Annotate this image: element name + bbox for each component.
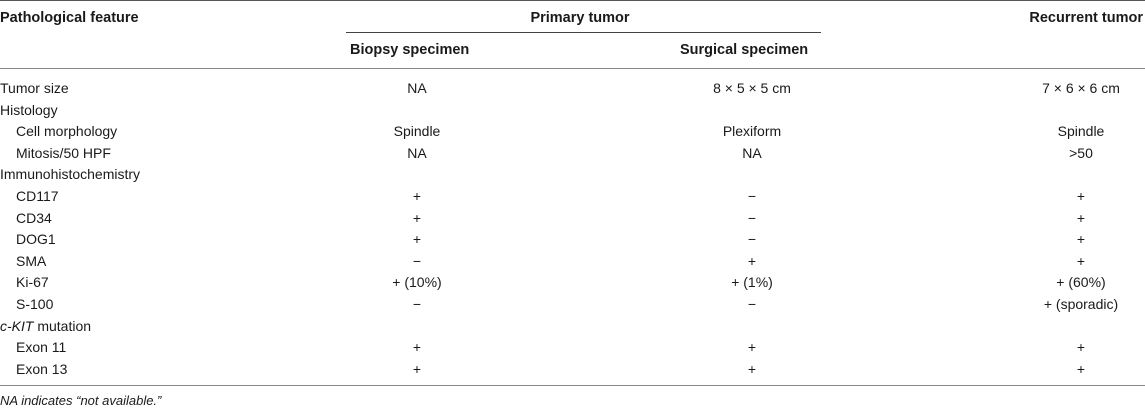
- table-bottom-rule: [0, 385, 1145, 386]
- cell-surgical: −: [747, 209, 757, 226]
- cell-recurrent: +: [1076, 209, 1086, 226]
- cell-surgical: −: [747, 188, 757, 204]
- header-surgical-specimen: Surgical specimen: [680, 42, 809, 58]
- cell-recurrent: Spindle: [1057, 123, 1105, 140]
- table-row: Cell morphology Spindle Plexiform Spindle: [0, 123, 1145, 144]
- cell-recurrent: + (sporadic): [1043, 296, 1119, 312]
- row-label: Cell morphology: [16, 123, 118, 140]
- cell-surgical: −: [747, 296, 757, 312]
- row-label: Mitosis/50 HPF: [16, 144, 111, 161]
- cell-recurrent: >50: [1069, 144, 1093, 161]
- row-label: CD117: [16, 188, 59, 204]
- table-row: CD117 + − +: [0, 188, 1145, 209]
- row-label: Tumor size: [0, 80, 69, 96]
- cell-biopsy: −: [412, 296, 422, 312]
- row-label: Exon 11: [16, 339, 67, 356]
- table-row: c-KIT mutation: [0, 318, 1145, 339]
- table-row: Ki-67 + (10%) + (1%) + (60%): [0, 274, 1145, 295]
- table-row: Tumor size NA 8 × 5 × 5 cm 7 × 6 × 6 cm: [0, 80, 1145, 101]
- cell-biopsy: NA: [407, 144, 427, 161]
- cell-biopsy: +: [412, 231, 422, 248]
- cell-surgical: +: [747, 360, 757, 377]
- cell-recurrent: 7 × 6 × 6 cm: [1042, 80, 1120, 96]
- cell-surgical: 8 × 5 × 5 cm: [713, 80, 791, 96]
- row-label: Histology: [0, 101, 58, 118]
- table-footnote: NA indicates “not available.”: [0, 393, 162, 408]
- table-row: SMA − + +: [0, 253, 1145, 274]
- table-row: Mitosis/50 HPF NA NA >50: [0, 145, 1145, 166]
- row-label: Immunohistochemistry: [0, 166, 141, 183]
- table-row: DOG1 + − +: [0, 231, 1145, 252]
- cell-recurrent: +: [1076, 231, 1086, 248]
- cell-surgical: + (1%): [731, 274, 773, 291]
- cell-biopsy: −: [412, 252, 422, 269]
- cell-surgical: NA: [742, 144, 762, 161]
- cell-recurrent: + (60%): [1056, 274, 1106, 291]
- table-row: Exon 11 + + +: [0, 339, 1145, 360]
- row-label: DOG1: [16, 231, 56, 248]
- cell-biopsy: +: [412, 339, 422, 356]
- table-row: CD34 + − +: [0, 210, 1145, 231]
- row-label: S-100: [16, 296, 54, 312]
- header-pathological-feature: Pathological feature: [0, 10, 139, 26]
- header-bottom-rule: [0, 68, 1145, 69]
- table-row: Exon 13 + + +: [0, 361, 1145, 382]
- cell-biopsy: +: [412, 188, 422, 204]
- row-label: Ki-67: [16, 274, 49, 291]
- table-row: Histology: [0, 102, 1145, 123]
- cell-biopsy: NA: [407, 80, 427, 96]
- row-label: CD34: [16, 209, 52, 226]
- header-primary-tumor: Primary tumor: [530, 10, 630, 26]
- cell-recurrent: +: [1076, 252, 1086, 269]
- cell-biopsy: +: [412, 360, 422, 377]
- cell-recurrent: +: [1076, 188, 1086, 204]
- primary-tumor-underline: [346, 32, 821, 33]
- cell-biopsy: +: [412, 209, 422, 226]
- cell-surgical: −: [747, 231, 757, 248]
- table-row: S-100 − − + (sporadic): [0, 296, 1145, 317]
- cell-surgical: +: [747, 339, 757, 356]
- row-label: SMA: [16, 252, 47, 269]
- row-label: c-KIT mutation: [0, 317, 92, 334]
- table-top-rule: [0, 0, 1145, 1]
- cell-surgical: Plexiform: [722, 123, 782, 140]
- cell-recurrent: +: [1076, 360, 1086, 377]
- header-biopsy-specimen: Biopsy specimen: [350, 42, 470, 58]
- cell-recurrent: +: [1076, 339, 1086, 356]
- header-recurrent-tumor: Recurrent tumor: [1029, 10, 1143, 26]
- cell-biopsy: + (10%): [392, 274, 442, 291]
- table-row: Immunohistochemistry: [0, 166, 1145, 187]
- cell-surgical: +: [747, 252, 757, 269]
- cell-biopsy: Spindle: [393, 123, 441, 140]
- row-label: Exon 13: [16, 360, 68, 377]
